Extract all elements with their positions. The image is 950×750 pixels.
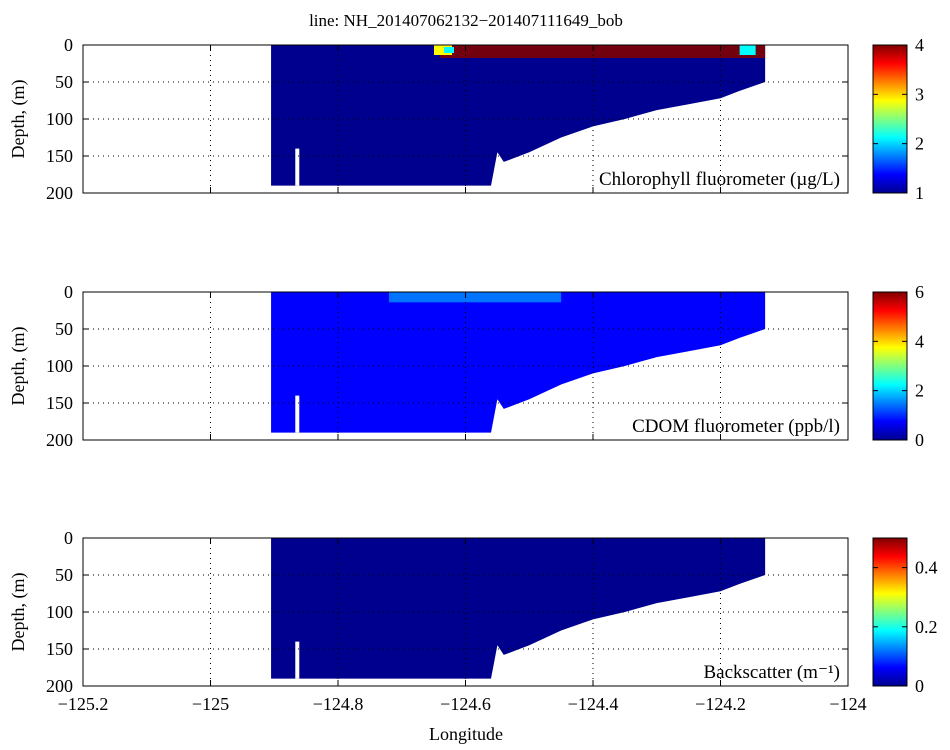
data-gap (295, 148, 300, 186)
x-tick-label: −125.2 (58, 694, 109, 714)
panel-label: CDOM fluorometer (ppb/l) (632, 416, 840, 437)
colorbar (872, 291, 908, 441)
data-gap (295, 641, 300, 679)
colorbar-tick-label: 0 (915, 430, 924, 450)
surface-feature (440, 45, 766, 58)
colorbar-tick-label: 0.4 (915, 558, 938, 578)
colorbar (872, 44, 908, 194)
y-tick-label: 150 (46, 393, 73, 413)
y-tick-label: 200 (46, 183, 73, 203)
y-tick-label: 200 (46, 676, 73, 696)
x-tick-label: −124 (829, 694, 866, 714)
y-tick-label: 0 (64, 282, 73, 302)
y-tick-label: 100 (46, 356, 73, 376)
data-gap (295, 395, 300, 433)
y-tick-label: 150 (46, 146, 73, 166)
colorbar-tick-label: 3 (915, 84, 924, 104)
y-tick-label: 100 (46, 109, 73, 129)
colorbar-tick-label: 4 (915, 35, 924, 55)
colorbar-tick-label: 2 (915, 134, 924, 154)
x-tick-label: −124.6 (440, 694, 491, 714)
y-tick-label: 100 (46, 602, 73, 622)
surface-feature-edge (444, 47, 454, 53)
colorbar-tick-label: 2 (915, 381, 924, 401)
y-axis-label: Depth, (m) (8, 573, 29, 652)
figure-title: line: NH_201407062132−201407111649_bob (309, 11, 623, 30)
x-tick-label: −124.2 (695, 694, 746, 714)
colorbar-tick-label: 0 (915, 676, 924, 696)
panel-0: 0 50 100 150 200 Depth, (m) Chlorophyll fluoro… (8, 35, 924, 203)
surface-feature-edge (739, 45, 756, 55)
y-axis-label: Depth, (m) (8, 327, 29, 406)
data-field (271, 292, 766, 433)
colorbar-tick-label: 0.2 (915, 617, 938, 637)
y-tick-label: 0 (64, 35, 73, 55)
surface-feature (389, 292, 562, 303)
colorbar (872, 537, 908, 687)
panel-2: 0 50 100 150 200 Depth, (m) Backscatter (m⁻¹) −… (8, 528, 938, 714)
panel-label: Chlorophyll fluorometer (µg/L) (599, 169, 840, 190)
x-tick-label: −124.8 (313, 694, 364, 714)
x-tick-label: −125 (192, 694, 229, 714)
y-tick-label: 50 (55, 72, 73, 92)
y-tick-label: 50 (55, 565, 73, 585)
colorbar-tick-label: 4 (915, 331, 924, 351)
y-tick-label: 150 (46, 639, 73, 659)
data-field (271, 538, 766, 679)
y-tick-label: 50 (55, 319, 73, 339)
y-tick-label: 200 (46, 430, 73, 450)
surface-feature-edge (434, 45, 452, 55)
data-field (271, 45, 766, 186)
y-tick-label: 0 (64, 528, 73, 548)
colorbar-tick-label: 6 (915, 282, 924, 302)
x-tick-label: −124.4 (568, 694, 619, 714)
panel-label: Backscatter (m⁻¹) (703, 662, 840, 683)
panel-1: 0 50 100 150 200 Depth, (m) CDOM fluorometer (… (8, 282, 924, 450)
y-axis-label: Depth, (m) (8, 80, 29, 159)
colorbar-tick-label: 1 (915, 183, 924, 203)
x-axis-label: Longitude (429, 724, 503, 744)
